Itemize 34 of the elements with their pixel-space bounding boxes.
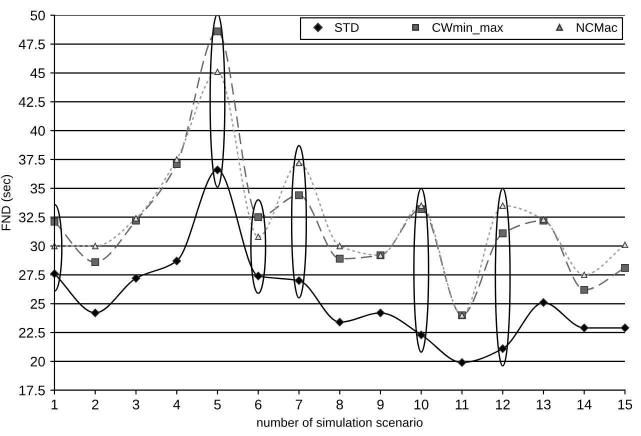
y-tick-label: 25: [30, 299, 45, 309]
y-axis-title: FND (sec): [1, 175, 13, 230]
y-tick-label: 42.5: [18, 97, 45, 107]
x-axis-title: number of simulation scenario: [257, 418, 423, 427]
y-tick-label: 27.5: [19, 270, 45, 280]
y-tick-label: 35: [30, 184, 45, 194]
x-tick-label: 14: [578, 400, 592, 410]
y-tick-label: 37.5: [18, 154, 45, 165]
x-tick-label: 6: [255, 400, 262, 410]
legend-label: CWmin_max: [432, 22, 504, 34]
y-tick-label: 30: [30, 241, 45, 252]
x-tick-label: 10: [414, 400, 428, 410]
x-tick-label: 2: [92, 400, 98, 410]
x-tick-label: 15: [618, 400, 632, 410]
x-tick-label: 8: [336, 400, 343, 410]
x-tick-label: 5: [214, 400, 221, 410]
x-tick-label: 7: [296, 400, 302, 410]
x-tick-label: 13: [536, 400, 551, 410]
x-tick-label: 12: [496, 400, 510, 410]
y-tick-label: 22.5: [19, 328, 45, 338]
y-tick-label: 40: [30, 126, 45, 136]
legend-label: NCMac: [576, 23, 618, 32]
legend-label: STD: [334, 23, 359, 32]
x-tick-label: 4: [173, 400, 180, 410]
x-tick-label: 3: [132, 400, 140, 410]
x-tick-label: 1: [52, 400, 58, 410]
y-tick-label: 20: [30, 356, 45, 367]
y-tick-label: 50: [30, 10, 45, 20]
y-tick-label: 17.5: [19, 386, 45, 396]
y-tick-label: 32.5: [18, 212, 45, 222]
x-tick-label: 11: [456, 400, 469, 410]
x-tick-label: 9: [377, 400, 384, 410]
y-tick-label: 45: [30, 68, 45, 78]
y-tick-label: 47.5: [18, 40, 45, 50]
